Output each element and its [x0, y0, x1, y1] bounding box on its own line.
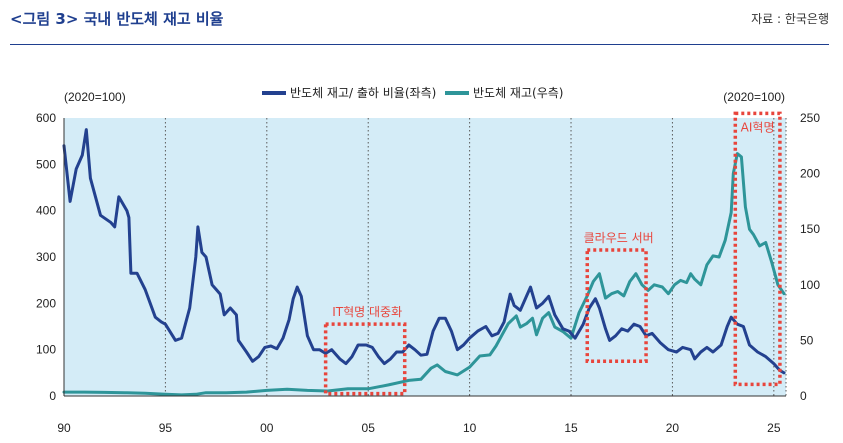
- x-tick-label: 20: [666, 421, 680, 435]
- x-tick-label: 10: [463, 421, 477, 435]
- x-tick-label: 95: [159, 421, 173, 435]
- plot-area: [64, 118, 786, 396]
- annotation-layer: IT혁명 대중화 클라우드 서버 AI혁명: [323, 111, 782, 396]
- right-tick-label: 250: [800, 111, 820, 125]
- x-tick-label: 00: [260, 421, 274, 435]
- legend-label-inventory: 반도체 재고(우측): [473, 86, 563, 100]
- legend-label-ratio: 반도체 재고/ 출하 비율(좌측): [290, 86, 436, 100]
- left-tick-label: 600: [36, 111, 56, 125]
- x-tick-label: 15: [564, 421, 578, 435]
- left-tick-label: 200: [36, 296, 56, 310]
- right-tick-label: 50: [800, 333, 814, 347]
- x-tick-label: 05: [362, 421, 376, 435]
- annotation-box: [585, 248, 648, 363]
- annotation-label: 클라우드 서버: [584, 231, 654, 245]
- left-tick-label: 400: [36, 204, 56, 218]
- right-tick-label: 100: [800, 278, 820, 292]
- annotation-label: IT혁명 대중화: [332, 305, 402, 319]
- right-tick-label: 150: [800, 222, 820, 236]
- series-layer: [62, 128, 786, 397]
- right-tick-label: 0: [800, 389, 807, 403]
- left-tick-label: 100: [36, 343, 56, 357]
- annotation-label: AI혁명: [741, 120, 775, 134]
- figure-title: <그림 3> 국내 반도체 재고 비율: [10, 10, 224, 28]
- annotation-box: [733, 111, 782, 387]
- left-tick-label: 300: [36, 250, 56, 264]
- legend: 반도체 재고/ 출하 비율(좌측) 반도체 재고(우측): [262, 86, 563, 100]
- right-axis-unit: (2020=100): [723, 90, 785, 104]
- right-tick-label: 200: [800, 167, 820, 181]
- left-axis-unit: (2020=100): [64, 90, 126, 104]
- left-tick-label: 0: [49, 389, 56, 403]
- x-tick-label: 25: [767, 421, 781, 435]
- header-divider: [10, 44, 829, 45]
- annotation-box: [323, 322, 407, 396]
- series-line-ratio: [62, 128, 786, 375]
- series-line-inventory: [62, 152, 786, 397]
- x-tick-label: 90: [57, 421, 71, 435]
- left-tick-label: 500: [36, 157, 56, 171]
- source-note: 자료 : 한국은행: [751, 12, 829, 26]
